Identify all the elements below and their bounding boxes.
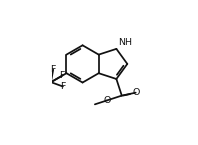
Text: F: F [59,71,65,80]
Text: F: F [50,65,56,74]
Text: O: O [103,96,111,105]
Text: F: F [60,82,66,91]
Text: NH: NH [118,38,132,47]
Text: O: O [132,88,139,97]
